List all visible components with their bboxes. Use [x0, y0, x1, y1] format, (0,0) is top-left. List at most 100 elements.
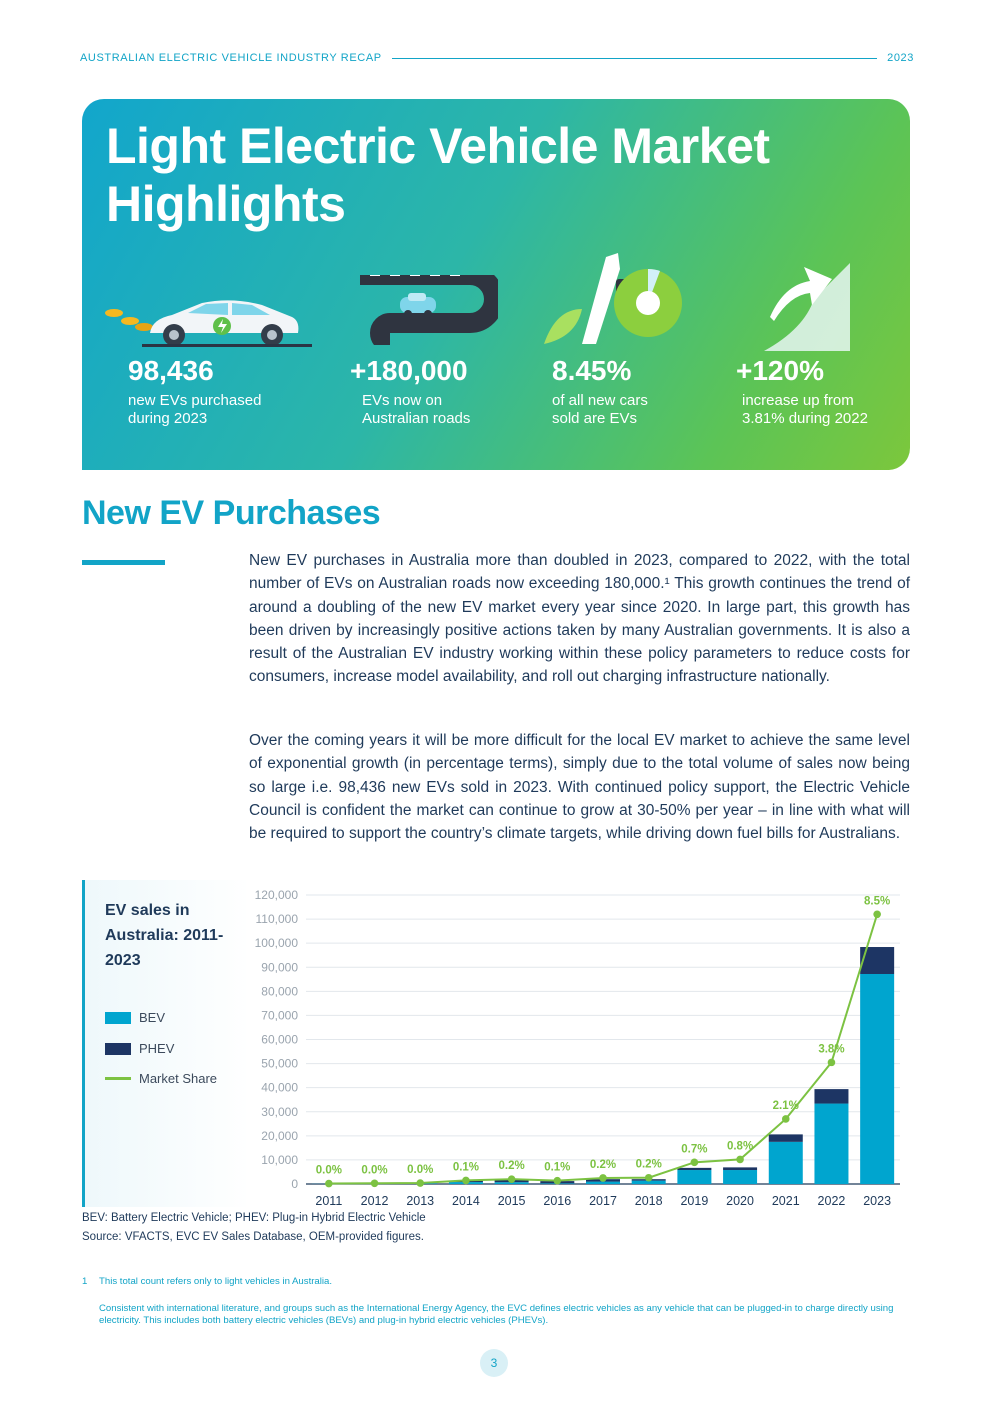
market-share-label: 0.7%: [681, 1143, 707, 1155]
bar-bev: [814, 1103, 849, 1184]
market-share-point: [781, 1115, 790, 1123]
y-tick-label: 110,000: [256, 912, 299, 926]
y-tick-label: 50,000: [261, 1057, 298, 1071]
stat-desc-line1: new EVs purchased: [128, 392, 262, 409]
ev-sales-chart: 0 10,000 20,000 30,000 40,000 50,000 60,000 70,…: [255, 888, 900, 1208]
header-title: AUSTRALIAN ELECTRIC VEHICLE INDUSTRY REC…: [80, 52, 382, 64]
x-tick-label: 2021: [772, 1194, 800, 1208]
page-number: 3: [480, 1349, 508, 1377]
x-tick-label: 2020: [726, 1194, 754, 1208]
market-share-label: 0.1%: [453, 1161, 479, 1173]
stat-desc-line1: EVs now on: [362, 392, 443, 409]
chart-legend-panel: EV sales in Australia: 2011-2023 BEV PHE…: [82, 880, 250, 1207]
stat-desc-line1: of all new cars: [552, 392, 648, 409]
source-note: Source: VFACTS, EVC EV Sales Database, O…: [82, 1231, 424, 1243]
legend-swatch: [105, 1011, 131, 1024]
footnote-text: This total count refers only to light ve…: [99, 1276, 333, 1287]
market-share-label: 0.0%: [316, 1165, 342, 1177]
stat-purchased: 98,436 new EVs purchased during 2023: [128, 355, 261, 428]
x-tick-label: 2013: [406, 1194, 434, 1208]
market-share-point: [370, 1179, 379, 1188]
legend-label: BEV: [139, 1010, 166, 1025]
paragraph-1: New EV purchases in Australia more than …: [249, 552, 910, 686]
header-rule: [391, 57, 878, 59]
section-accent-bar: [82, 560, 165, 565]
legend-bev: BEV: [105, 1010, 165, 1025]
stat-market-share: 8.45% of all new cars sold are EVs: [552, 355, 648, 428]
market-share-label: 0.0%: [407, 1164, 433, 1176]
hero-title: Light Electric Vehicle Market Highlights: [106, 118, 770, 232]
market-share-label: 0.2%: [499, 1160, 525, 1172]
market-share-point: [736, 1155, 744, 1164]
bar-bev: [631, 1180, 666, 1184]
legend-line: [105, 1077, 131, 1080]
bar-phev: [677, 1167, 712, 1171]
stat-desc-line1: increase up from: [742, 392, 854, 409]
chart-title: EV sales in Australia: 2011-2023: [105, 902, 224, 969]
stat-value: +120%: [736, 355, 824, 386]
abbrev-note: BEV: Battery Electric Vehicle; PHEV: Plu…: [82, 1212, 426, 1224]
market-share-label: 3.8%: [818, 1043, 844, 1055]
stat-desc-line2: Australian roads: [362, 410, 471, 427]
market-share-point: [690, 1158, 699, 1167]
y-tick-label: 20,000: [261, 1129, 298, 1143]
stat-value: +180,000: [350, 355, 468, 386]
stat-desc-line2: sold are EVs: [552, 410, 638, 427]
x-tick-label: 2022: [818, 1194, 846, 1208]
car-icon: [105, 300, 312, 347]
x-tick-label: 2019: [680, 1194, 708, 1208]
bar-phev: [768, 1134, 803, 1142]
header-year: 2023: [887, 52, 914, 64]
y-tick-label: 30,000: [261, 1105, 298, 1119]
highlights-banner: Light Electric Vehicle Market Highlights: [82, 99, 910, 470]
stat-increase: +120% increase up from 3.81% during 2022: [736, 355, 868, 428]
market-share-point: [599, 1174, 607, 1182]
bar-phev: [723, 1167, 758, 1171]
y-tick-label: 120,000: [255, 888, 299, 902]
bar-bev: [860, 973, 895, 1184]
y-tick-label: 100,000: [255, 936, 299, 950]
y-tick-label: 90,000: [261, 960, 298, 974]
x-tick-label: 2015: [498, 1194, 526, 1208]
x-tick-label: 2023: [863, 1194, 891, 1208]
bar-bev: [768, 1141, 803, 1184]
legend-market-share: Market Share: [105, 1071, 217, 1086]
market-share-point: [507, 1175, 516, 1183]
market-share-point: [416, 1179, 425, 1187]
market-share-label: 8.5%: [864, 895, 890, 907]
x-tick-label: 2014: [452, 1194, 480, 1208]
bar-bev: [723, 1170, 758, 1184]
footnote-1: 1 This total count refers only to light v…: [82, 1276, 912, 1288]
stat-on-roads: +180,000 EVs now on Australian roads: [350, 355, 470, 428]
market-share-point: [553, 1176, 562, 1185]
market-share-label: 0.8%: [727, 1140, 753, 1152]
footnote-marker: 1: [82, 1276, 88, 1287]
market-share-label: 0.1%: [544, 1162, 570, 1174]
legend-phev: PHEV: [105, 1041, 174, 1056]
legend-label: PHEV: [139, 1041, 175, 1056]
stat-desc-line2: during 2023: [128, 410, 208, 427]
x-tick-label: 2016: [543, 1194, 571, 1208]
market-share-label: 2.1%: [773, 1100, 799, 1112]
market-share-point: [873, 910, 881, 919]
y-tick-label: 80,000: [261, 984, 298, 998]
market-share-point: [462, 1176, 470, 1185]
road-icon: [360, 275, 498, 345]
bar-phev: [814, 1089, 849, 1104]
legend-label: Market Share: [139, 1071, 218, 1086]
market-share-label: 0.2%: [636, 1159, 662, 1171]
stat-value: 98,436: [128, 355, 214, 386]
market-share-label: 0.2%: [590, 1159, 616, 1171]
bar-bev: [494, 1182, 529, 1184]
x-tick-label: 2018: [635, 1194, 663, 1208]
y-tick-label: 40,000: [261, 1081, 298, 1095]
page-header: AUSTRALIAN ELECTRIC VEHICLE INDUSTRY REC…: [80, 50, 914, 66]
growth-arrow-icon: [764, 263, 850, 351]
x-tick-label: 2012: [361, 1194, 389, 1208]
footnote-2: Consistent with international literature…: [99, 1303, 894, 1326]
x-tick-label: 2017: [589, 1194, 617, 1208]
section-title: New EV Purchases: [82, 494, 381, 532]
market-share-point: [827, 1058, 836, 1067]
y-tick-label: 0: [291, 1177, 298, 1191]
y-tick-label: 70,000: [261, 1008, 298, 1022]
